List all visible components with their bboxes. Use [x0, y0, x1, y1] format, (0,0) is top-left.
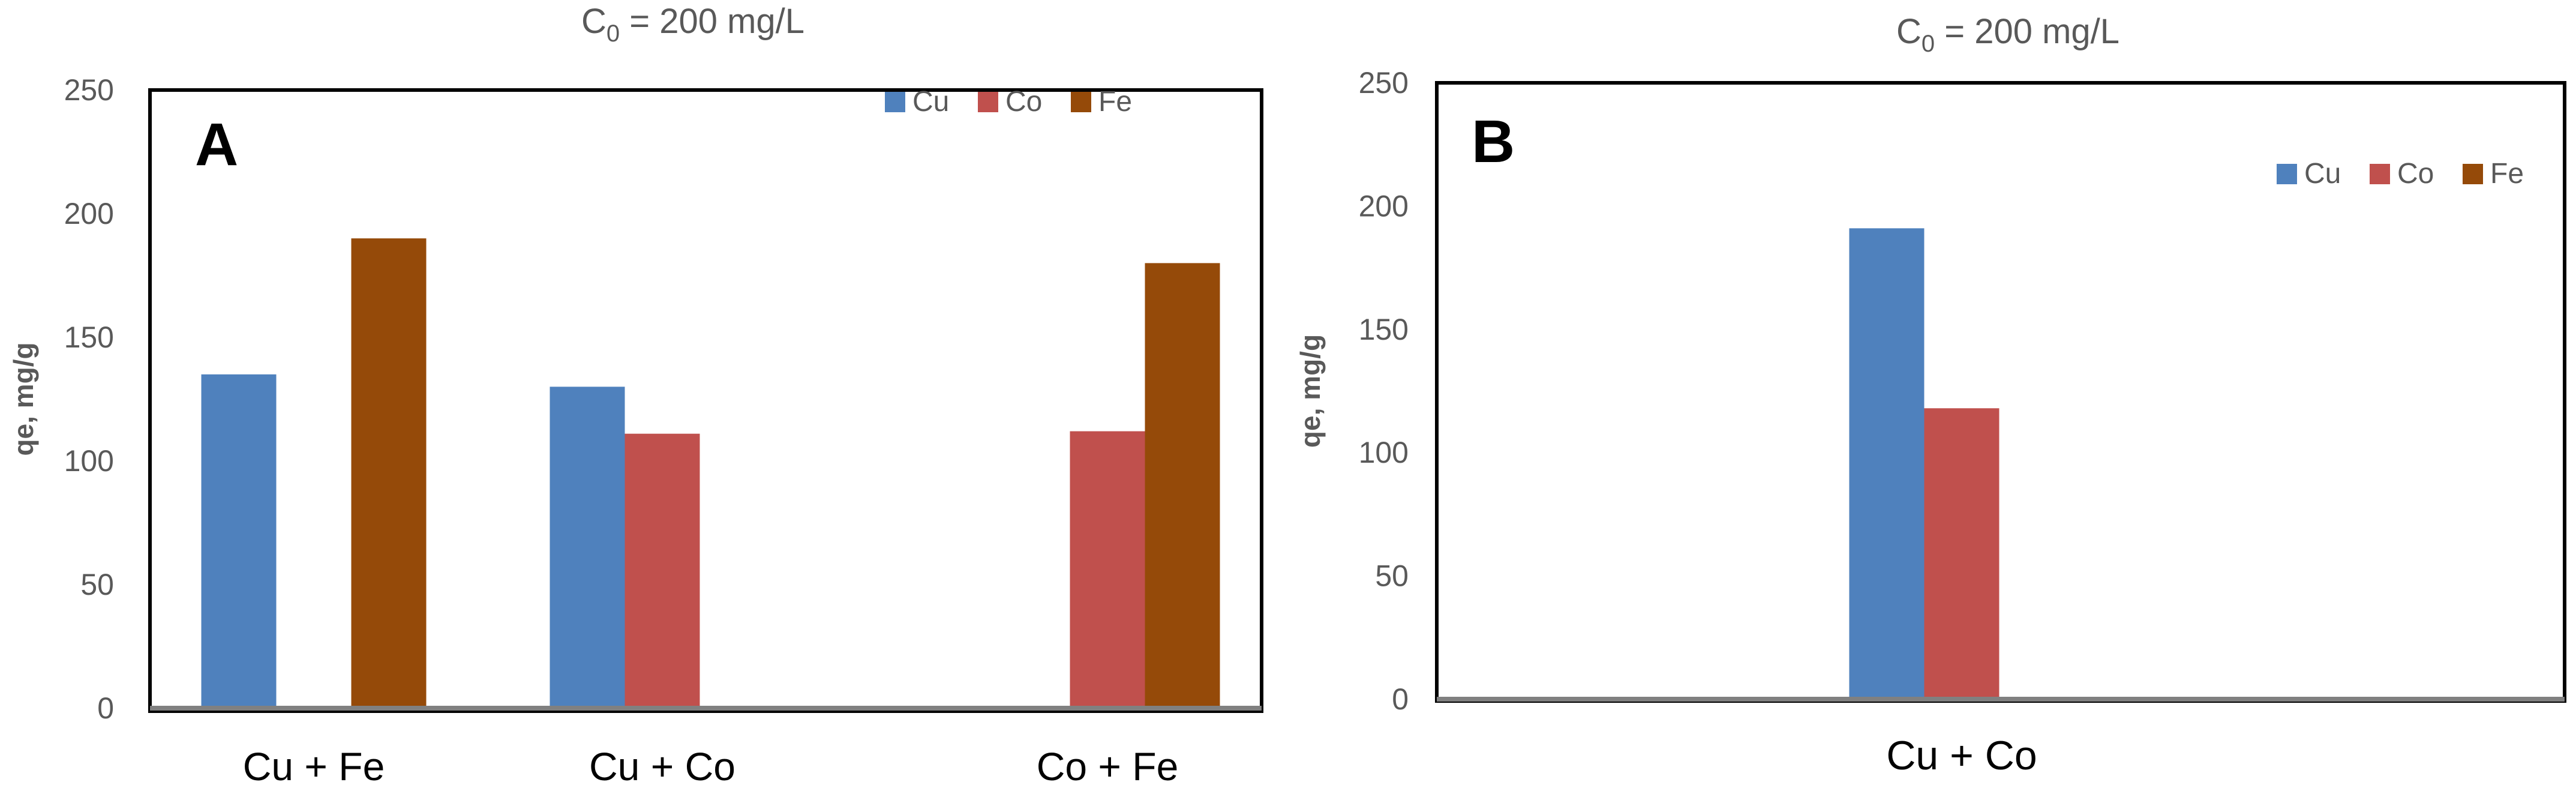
chart-title: C0 = 200 mg/L	[581, 2, 804, 47]
plot-frame	[1435, 81, 2566, 703]
y-tick-label: 100	[64, 444, 114, 478]
title-subscript: 0	[607, 20, 620, 47]
y-tick-label: 50	[1375, 559, 1409, 593]
legend-swatch-fe	[2463, 164, 2483, 184]
y-tick-label: 50	[80, 568, 114, 601]
bar-cu-2	[550, 386, 625, 708]
legend-label-co: Co	[2397, 158, 2434, 190]
bar-fe-1	[351, 238, 427, 708]
legend-swatch-fe	[1071, 92, 1091, 112]
y-tick-label: 150	[1359, 313, 1409, 346]
y-tick-label: 0	[1392, 682, 1409, 716]
bar-co-2	[625, 433, 700, 708]
legend-swatch-co	[978, 92, 998, 112]
bar-co-3	[1070, 431, 1145, 708]
y-tick-label: 100	[1359, 436, 1409, 469]
category-label: Cu + Co	[589, 744, 735, 789]
category-label: Cu + Co	[1886, 733, 2037, 778]
legend-label-fe: Fe	[2490, 158, 2524, 190]
legend: Cu Co Fe	[885, 86, 1132, 118]
legend-label-co: Co	[1005, 86, 1042, 118]
y-tick-label: 0	[97, 691, 114, 725]
title-subscript: 0	[1922, 31, 1935, 57]
legend-label-cu: Cu	[912, 86, 949, 118]
y-tick-label: 250	[64, 73, 114, 107]
panel-label: B	[1472, 108, 1515, 175]
legend-label-fe: Fe	[1098, 86, 1132, 118]
title-rest: = 200 mg/L	[1935, 12, 2119, 51]
bar-co-1	[1924, 408, 1999, 699]
title-prefix: C	[1896, 12, 1922, 51]
panel-label: A	[195, 111, 238, 178]
legend-swatch-cu	[2277, 164, 2297, 184]
title-rest: = 200 mg/L	[620, 2, 804, 41]
y-axis-label: qe, mg/g	[1295, 334, 1326, 448]
title-prefix: C	[581, 2, 607, 41]
bar-cu-1	[1849, 228, 1925, 699]
chart-title: C0 = 200 mg/L	[1896, 12, 2119, 57]
y-tick-label: 200	[64, 197, 114, 230]
legend-swatch-cu	[885, 92, 905, 112]
y-tick-label: 150	[64, 320, 114, 354]
legend-label-cu: Cu	[2304, 158, 2341, 190]
category-label: Co + Fe	[1037, 744, 1179, 789]
bar-fe-3	[1145, 263, 1220, 708]
bar-cu-1	[201, 374, 277, 708]
legend-swatch-co	[2370, 164, 2390, 184]
y-tick-label: 250	[1359, 66, 1409, 100]
y-tick-label: 200	[1359, 189, 1409, 223]
category-label: Cu + Fe	[243, 744, 385, 789]
legend: Cu Co Fe	[2277, 158, 2524, 190]
y-axis-label: qe, mg/g	[8, 342, 39, 456]
chart-panel-a: 0 50 100 150 200 250 qe, mg/g Cu + Fe Cu + Co Co …	[8, 2, 1263, 789]
